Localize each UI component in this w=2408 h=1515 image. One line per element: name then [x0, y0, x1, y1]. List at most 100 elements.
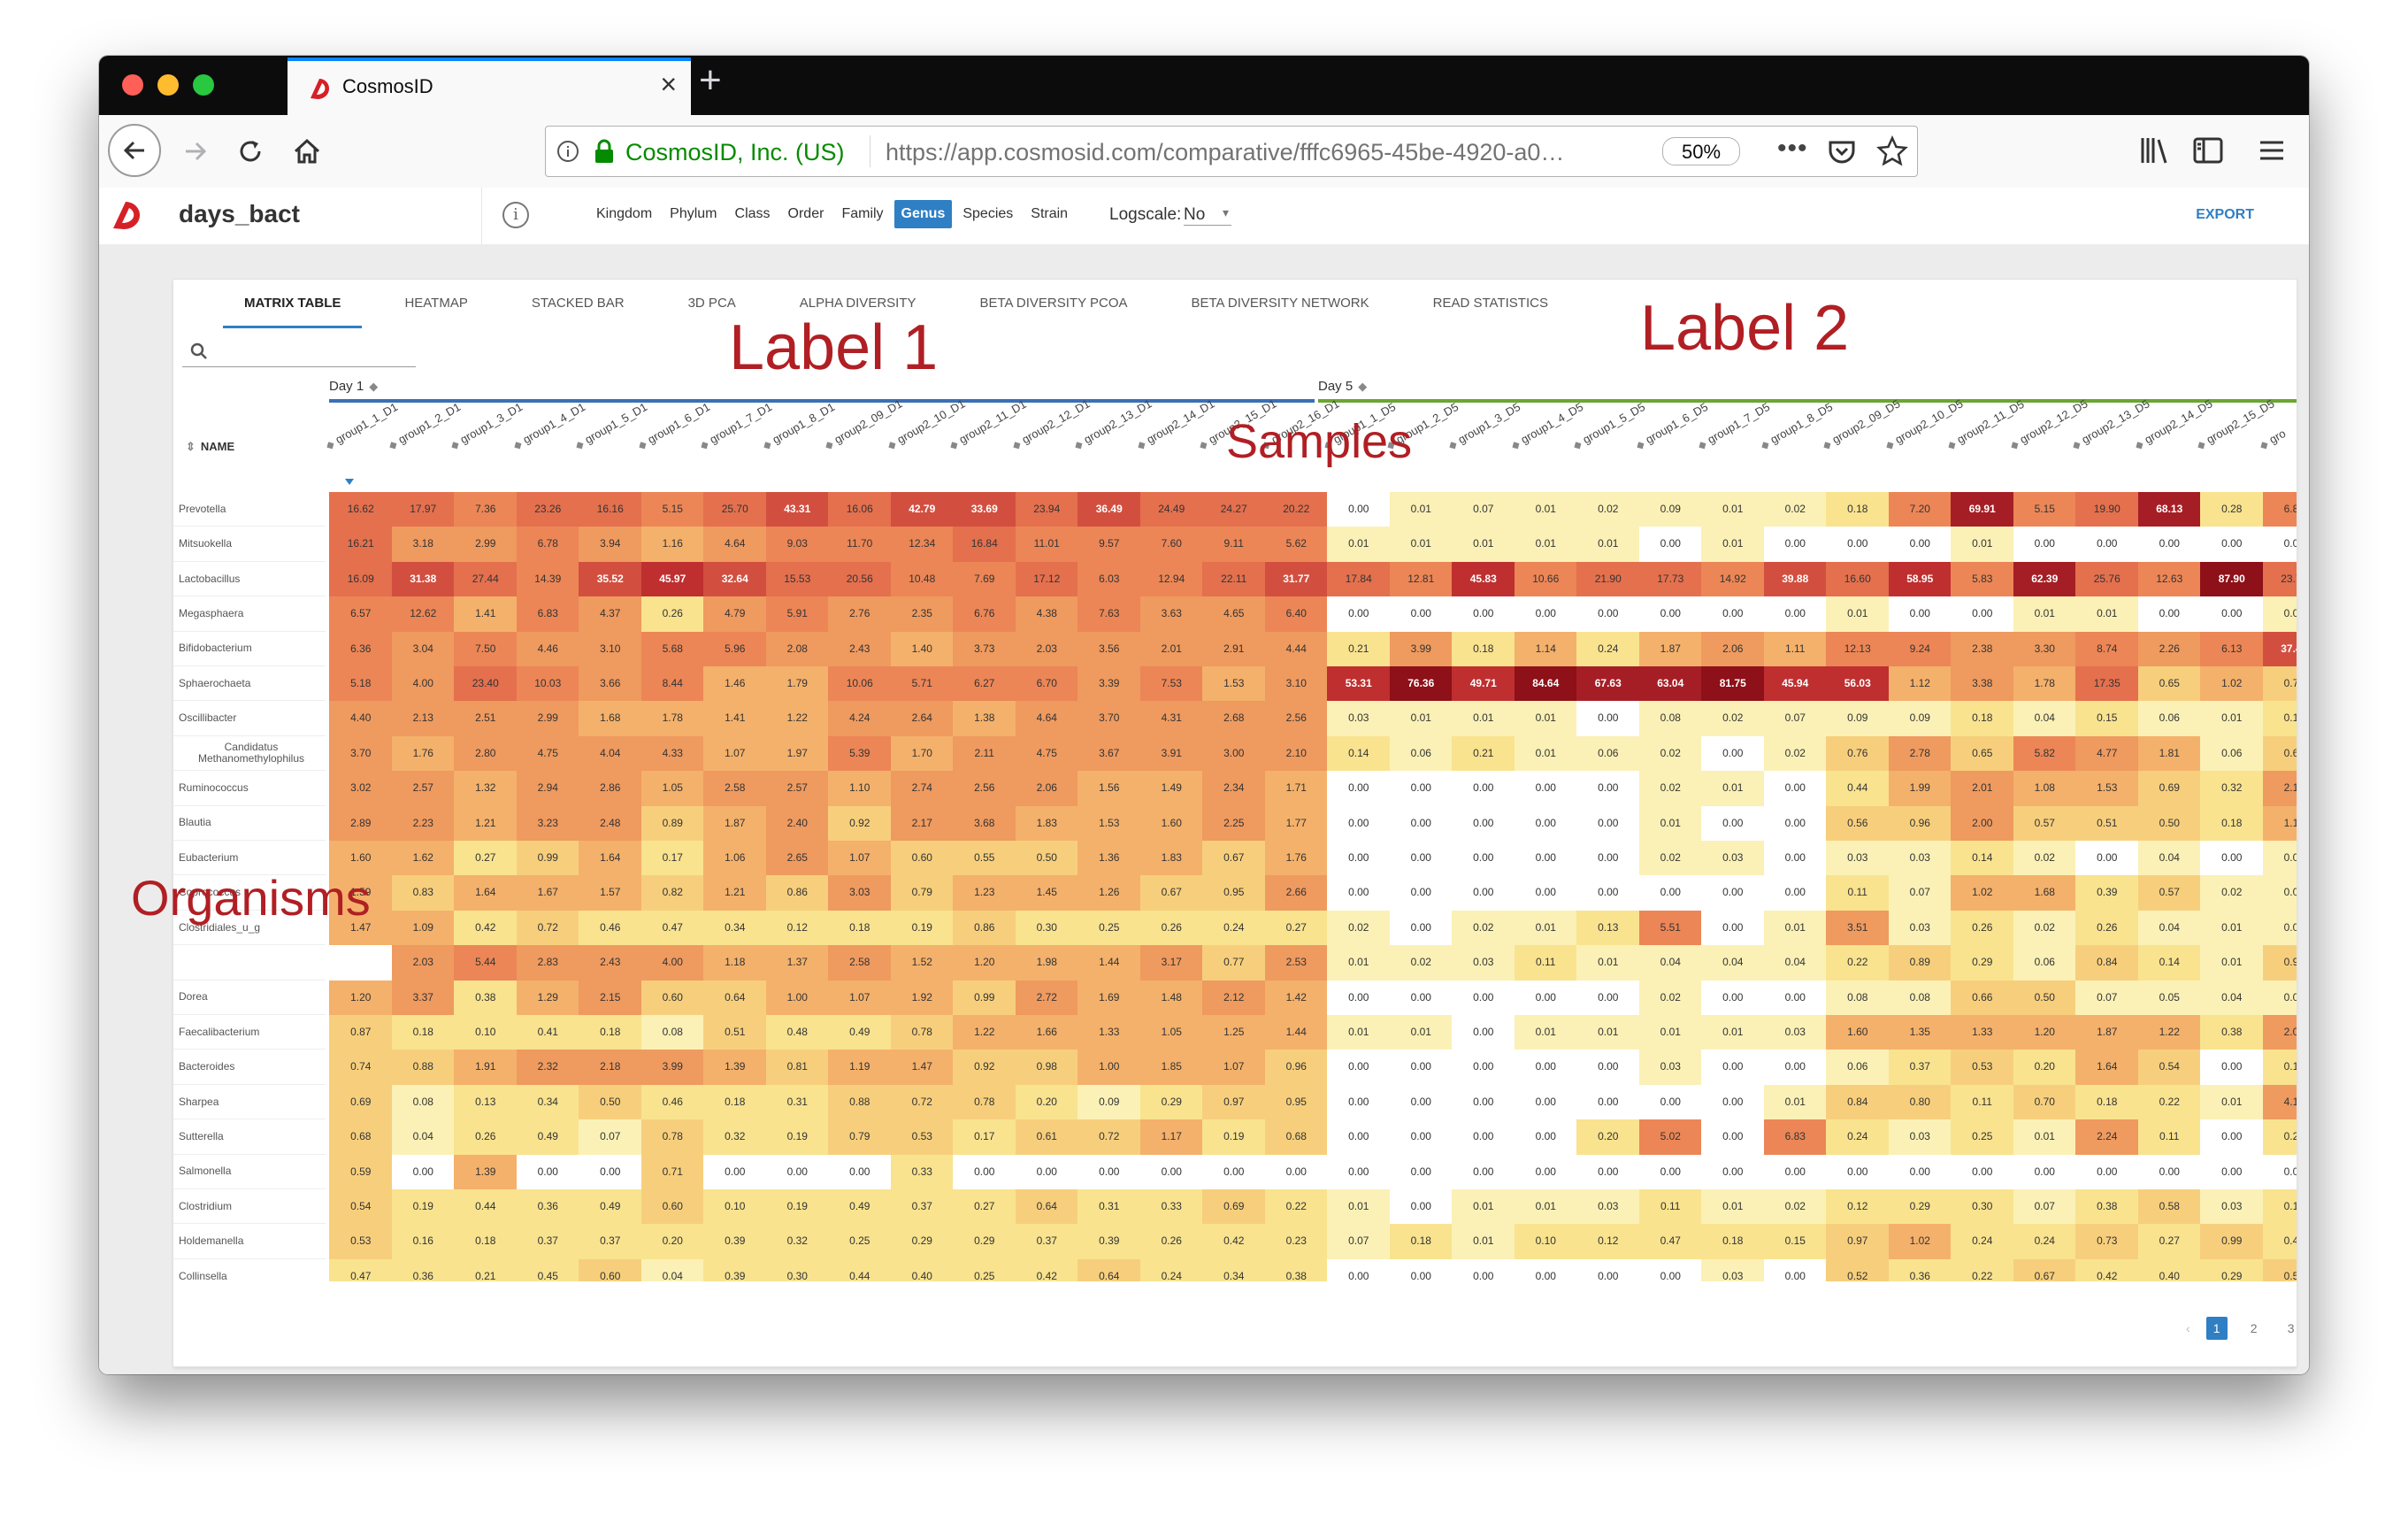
table-cell: 0.00 — [1327, 841, 1391, 877]
export-button[interactable]: EXPORT — [2196, 207, 2254, 222]
table-cell: 0.68 — [329, 1119, 393, 1156]
level-class[interactable]: Class — [734, 206, 771, 221]
search-input[interactable] — [218, 338, 416, 365]
library-icon[interactable] — [2137, 133, 2173, 168]
table-cell: 0.07 — [1763, 701, 1827, 737]
pocket-icon[interactable] — [1827, 137, 1857, 167]
level-species[interactable]: Species — [962, 206, 1014, 221]
row-name: Sphaerochaeta — [179, 676, 251, 689]
sort-icon: ◆ — [2132, 437, 2145, 453]
table-cell: 0.01 — [1701, 1015, 1765, 1051]
table-cell: 0.14 — [1951, 841, 2014, 877]
table-cell: 0.00 — [2137, 1154, 2201, 1190]
table-cell: 0.46 — [579, 910, 642, 947]
level-kingdom[interactable]: Kingdom — [596, 206, 653, 221]
browser-tab[interactable]: CosmosID × — [288, 58, 691, 115]
table-cell: 0.00 — [2200, 1050, 2264, 1086]
table-cell: 0.00 — [1452, 1050, 1515, 1086]
url-text[interactable]: https://app.cosmosid.com/comparative/fff… — [886, 139, 1565, 165]
table-cell: 0.72 — [1077, 1119, 1141, 1156]
level-genus[interactable]: Genus — [893, 200, 953, 228]
table-cell: 0.06 — [1389, 735, 1453, 773]
table-cell: 0.18 — [1452, 631, 1515, 667]
table-cell: 0.01 — [1951, 527, 2014, 563]
tab-beta-diversity-network[interactable]: BETA DIVERSITY NETWORK — [1191, 296, 1369, 311]
forward-button[interactable] — [173, 129, 218, 173]
chevron-down-icon[interactable]: ▾ — [1223, 205, 1230, 219]
table-cell: 0.01 — [1638, 1015, 1702, 1051]
table-cell: 0.00 — [1327, 492, 1391, 528]
table-cell: 0.18 — [391, 1015, 455, 1051]
table-cell: 1.76 — [1264, 841, 1328, 877]
table-cell: 0.29 — [1139, 1084, 1203, 1121]
group-label-day5[interactable]: Day 5 ◆ — [1318, 379, 1368, 394]
level-family[interactable]: Family — [841, 206, 884, 221]
table-cell: 0.01 — [1327, 1015, 1391, 1051]
table-cell: 0.29 — [2262, 1119, 2297, 1156]
site-identity[interactable]: CosmosID, Inc. (US) — [625, 139, 845, 165]
table-cell: 0.00 — [1452, 771, 1515, 807]
tab-stacked-bar[interactable]: STACKED BAR — [531, 296, 625, 311]
minimize-window-button[interactable] — [157, 74, 179, 96]
table-cell: 0.01 — [2200, 945, 2264, 981]
table-cell: 0.89 — [640, 805, 704, 842]
cosmosid-logo-icon[interactable] — [108, 198, 143, 232]
table-cell: 4.38 — [1015, 596, 1078, 633]
table-cell: 0.09 — [1888, 701, 1952, 737]
table-cell: 0.07 — [1327, 1224, 1391, 1260]
level-order[interactable]: Order — [787, 206, 824, 221]
new-tab-button[interactable]: + — [699, 58, 722, 102]
table-cell: 0.88 — [828, 1084, 892, 1121]
tab-3d-pca[interactable]: 3D PCA — [687, 296, 736, 311]
page-2-button[interactable]: 2 — [2250, 1321, 2258, 1335]
hamburger-menu-icon[interactable] — [2254, 133, 2289, 168]
table-cell: 2.17 — [2262, 771, 2297, 807]
info-icon[interactable]: i — [502, 202, 529, 228]
page-actions-icon[interactable]: ••• — [1777, 134, 1808, 163]
reload-button[interactable] — [228, 129, 272, 173]
home-button[interactable] — [285, 129, 329, 173]
bookmark-star-icon[interactable] — [1876, 135, 1908, 167]
tab-close-icon[interactable]: × — [660, 68, 677, 100]
tab-alpha-diversity[interactable]: ALPHA DIVERSITY — [799, 296, 916, 311]
table-cell: 0.27 — [1264, 910, 1328, 947]
close-window-button[interactable] — [122, 74, 143, 96]
table-cell: 2.89 — [329, 805, 393, 842]
tab-heatmap[interactable]: HEATMAP — [404, 296, 468, 311]
row-name: Eubacterium — [179, 850, 239, 864]
table-cell: 0.00 — [2075, 527, 2139, 563]
table-cell: 0.14 — [1327, 735, 1391, 773]
table-cell: 0.18 — [1701, 1224, 1765, 1260]
table-cell: 0.00 — [1576, 980, 1640, 1016]
sidebar-toggle-icon[interactable] — [2190, 133, 2226, 168]
url-bar[interactable]: CosmosID, Inc. (US) https://app.cosmosid… — [545, 126, 1918, 177]
table-cell: 0.83 — [391, 875, 455, 911]
zoom-window-button[interactable] — [193, 74, 214, 96]
table-cell: 9.11 — [1202, 527, 1266, 563]
logscale-select[interactable]: No — [1184, 205, 1232, 226]
table-cell: 0.73 — [2262, 666, 2297, 703]
page-1-button[interactable]: 1 — [2205, 1317, 2228, 1340]
table-cell: 0.74 — [329, 1050, 393, 1086]
table-cell: 5.91 — [765, 596, 829, 633]
table-cell: 0.19 — [890, 910, 954, 947]
table-cell: 0.97 — [1202, 1084, 1266, 1121]
back-button[interactable] — [108, 124, 161, 177]
tab-beta-diversity-pcoa[interactable]: BETA DIVERSITY PCOA — [979, 296, 1128, 311]
name-column-header[interactable]: ⇕ NAME — [186, 440, 235, 453]
table-cell: 1.87 — [703, 805, 767, 842]
table-cell: 0.46 — [640, 1084, 704, 1121]
level-phylum[interactable]: Phylum — [670, 206, 717, 221]
table-cell: 2.78 — [1888, 735, 1952, 773]
level-strain[interactable]: Strain — [1031, 206, 1069, 221]
table-cell: 0.60 — [890, 841, 954, 877]
page-3-button[interactable]: 3 — [2287, 1321, 2295, 1335]
tab-read-statistics[interactable]: READ STATISTICS — [1432, 296, 1548, 311]
table-cell: 1.11 — [1763, 631, 1827, 667]
prev-page-icon[interactable]: ‹ — [2186, 1321, 2190, 1335]
tab-matrix-table[interactable]: MATRIX TABLE — [223, 280, 363, 328]
info-icon[interactable] — [556, 140, 579, 163]
home-icon — [294, 138, 320, 164]
zoom-indicator[interactable]: 50% — [1662, 137, 1740, 165]
group-label-day1[interactable]: Day 1 ◆ — [329, 379, 379, 394]
